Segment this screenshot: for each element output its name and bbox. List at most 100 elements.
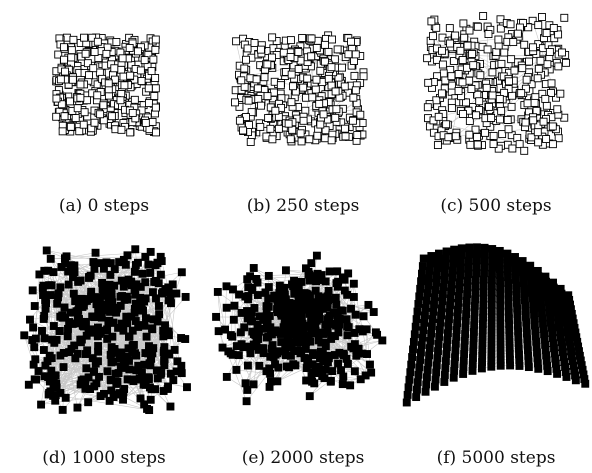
grid-link <box>312 378 361 383</box>
som-node <box>132 366 141 375</box>
som-node <box>150 92 159 100</box>
som-node <box>418 333 427 342</box>
som-node <box>152 294 160 303</box>
som-node <box>136 66 145 75</box>
som-node <box>432 361 441 370</box>
som-node <box>131 245 140 254</box>
som-node <box>469 347 478 356</box>
som-node <box>473 243 481 252</box>
som-node <box>465 117 474 125</box>
som-node <box>37 400 46 409</box>
som-node <box>462 98 470 107</box>
som-node <box>152 366 161 375</box>
som-node <box>464 270 473 279</box>
som-node <box>479 12 488 20</box>
som-node <box>29 323 38 332</box>
som-node <box>495 94 504 103</box>
som-node <box>71 354 80 363</box>
som-node <box>451 132 460 141</box>
som-node <box>344 323 353 332</box>
som-node <box>324 314 333 323</box>
som-node <box>542 101 551 110</box>
som-node <box>126 128 135 137</box>
som-node <box>463 290 472 299</box>
caption-b: (b) 250 steps <box>246 196 360 216</box>
som-node <box>47 354 56 363</box>
grid-link <box>41 395 101 405</box>
som-node <box>452 332 461 341</box>
som-node <box>472 269 480 278</box>
som-node <box>107 386 116 395</box>
som-node <box>147 67 156 76</box>
som-node <box>146 269 155 277</box>
som-node <box>152 128 160 137</box>
som-node <box>84 398 93 407</box>
som-node <box>440 378 449 386</box>
som-node <box>120 81 129 90</box>
som-node <box>299 83 308 92</box>
som-node <box>264 294 273 303</box>
som-node <box>350 329 359 337</box>
som-node <box>450 57 459 65</box>
som-node <box>107 112 116 121</box>
som-node <box>447 104 456 113</box>
som-node <box>110 281 119 290</box>
som-node <box>454 305 462 314</box>
som-node <box>38 326 46 335</box>
som-node <box>70 341 79 350</box>
som-node <box>562 58 570 67</box>
som-node <box>148 324 157 333</box>
som-node <box>530 98 539 107</box>
som-node <box>41 296 50 305</box>
panel-a <box>52 33 160 137</box>
som-node <box>60 254 69 263</box>
som-node <box>321 365 330 374</box>
som-node <box>489 140 498 149</box>
som-node <box>439 69 448 78</box>
som-node <box>116 362 125 371</box>
som-node <box>169 376 178 385</box>
som-node <box>170 345 179 354</box>
som-node <box>131 261 140 269</box>
som-node <box>409 345 417 354</box>
som-node <box>138 269 147 278</box>
som-node <box>32 375 41 384</box>
som-node <box>55 327 64 335</box>
som-node <box>494 144 503 153</box>
som-node <box>517 89 526 98</box>
som-node <box>305 392 314 401</box>
som-node <box>304 268 313 276</box>
som-node <box>459 356 468 365</box>
som-node <box>543 60 552 69</box>
som-node <box>442 254 450 263</box>
som-node <box>439 283 448 291</box>
som-node <box>422 296 431 305</box>
som-node <box>449 373 458 382</box>
som-node <box>264 332 273 341</box>
som-node <box>79 301 88 310</box>
som-node <box>373 330 382 339</box>
som-node <box>42 246 51 255</box>
som-node <box>432 271 441 280</box>
som-node <box>49 322 58 330</box>
som-node <box>487 113 496 122</box>
som-node <box>99 306 108 315</box>
som-node <box>28 336 37 344</box>
som-node <box>151 103 160 112</box>
som-node <box>117 276 126 285</box>
som-node <box>492 48 501 57</box>
som-node <box>235 102 244 111</box>
som-node <box>330 351 339 359</box>
som-node <box>126 71 135 80</box>
som-node <box>415 292 424 301</box>
som-node <box>417 277 426 286</box>
som-node <box>471 275 480 284</box>
som-node <box>229 315 238 324</box>
som-node <box>442 120 451 129</box>
som-node <box>256 122 265 131</box>
som-node <box>153 258 162 267</box>
som-node <box>431 375 440 384</box>
som-node <box>340 286 349 295</box>
som-node <box>434 112 443 121</box>
som-node <box>545 48 554 56</box>
